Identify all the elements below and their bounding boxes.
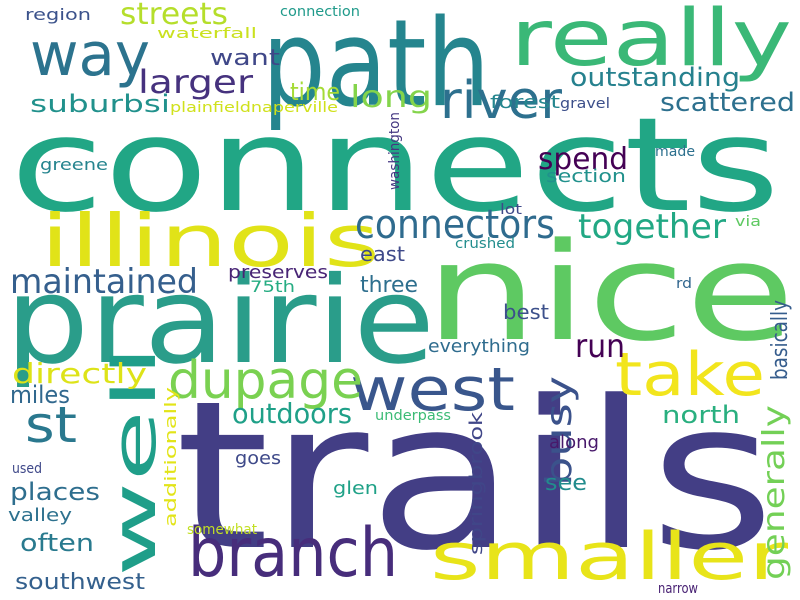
word-smaller: smaller: [430, 520, 788, 595]
word-washington: washington: [387, 112, 403, 190]
word-larger: larger: [138, 63, 253, 101]
word-see: see: [545, 471, 587, 496]
word-streets: streets: [120, 0, 228, 32]
word-lot: lot: [500, 202, 522, 218]
word-long: long: [350, 80, 432, 115]
word-outstanding: outstanding: [570, 63, 740, 93]
word-miles: miles: [10, 381, 70, 409]
word-connectors: connectors: [355, 202, 555, 248]
word-outdoors: outdoors: [232, 397, 352, 430]
word-made: made: [655, 144, 695, 160]
word-st: st: [25, 396, 77, 454]
word-north: north: [662, 401, 740, 429]
word-greene: greene: [40, 155, 108, 174]
word-way: way: [30, 20, 150, 90]
word-illinois: illinois: [40, 199, 380, 283]
word-busy: busy: [539, 376, 580, 486]
word-maintained: maintained: [10, 262, 198, 302]
word-waterfall: waterfall: [157, 26, 257, 42]
word-glen: glen: [333, 478, 378, 499]
word-best: best: [503, 300, 549, 324]
word-goes: goes: [235, 448, 281, 469]
word-connects: connects: [10, 89, 780, 241]
word-75th: 75th: [250, 277, 295, 296]
word-connection: connection: [280, 4, 360, 20]
word-west: west: [350, 355, 515, 425]
word-time: time: [290, 78, 340, 106]
word-basically: basically: [768, 300, 793, 380]
word-want: want: [210, 46, 280, 71]
word-often: often: [20, 529, 94, 557]
word-branch: branch: [188, 514, 398, 593]
word-somewhat: somewhat: [187, 522, 257, 538]
word-prairie: prairie: [5, 252, 435, 391]
word-suburbsi: suburbsi: [30, 90, 170, 118]
word-three: three: [360, 273, 418, 298]
word-nice: nice: [425, 214, 795, 371]
word-springbrook: springbrook: [466, 412, 487, 555]
word-places: places: [10, 478, 100, 506]
word-section: section: [546, 166, 626, 187]
word-spend: spend: [538, 142, 628, 177]
word-plainfieldnaperville: plainfieldnaperville: [170, 100, 338, 116]
word-used: used: [12, 461, 42, 477]
word-trails: trails: [175, 358, 775, 596]
word-valley: valley: [8, 505, 72, 526]
word-forest: forest: [490, 92, 560, 113]
word-river: river: [440, 71, 562, 131]
word-crushed: crushed: [455, 236, 515, 252]
word-together: together: [578, 207, 726, 247]
word-underpass: underpass: [375, 408, 451, 424]
word-dupage: dupage: [168, 351, 363, 411]
word-really: really: [510, 0, 792, 84]
word-along: along: [549, 432, 599, 453]
word-narrow: narrow: [658, 581, 698, 597]
word-take: take: [615, 340, 765, 410]
word-scattered: scattered: [660, 88, 795, 118]
word-generally: generally: [757, 405, 792, 580]
word-east: east: [360, 242, 405, 266]
word-run: run: [575, 327, 625, 365]
word-preserves: preserves: [228, 262, 328, 283]
word-rd: rd: [676, 276, 692, 292]
word-gravel: gravel: [560, 96, 610, 112]
word-southwest: southwest: [15, 570, 145, 595]
word-path: path: [262, 0, 490, 134]
word-everything: everything: [428, 336, 530, 357]
word-via: via: [735, 214, 761, 230]
word-directly: directly: [12, 357, 147, 390]
word-additionally: additionally: [161, 387, 180, 527]
word-region: region: [25, 5, 91, 24]
